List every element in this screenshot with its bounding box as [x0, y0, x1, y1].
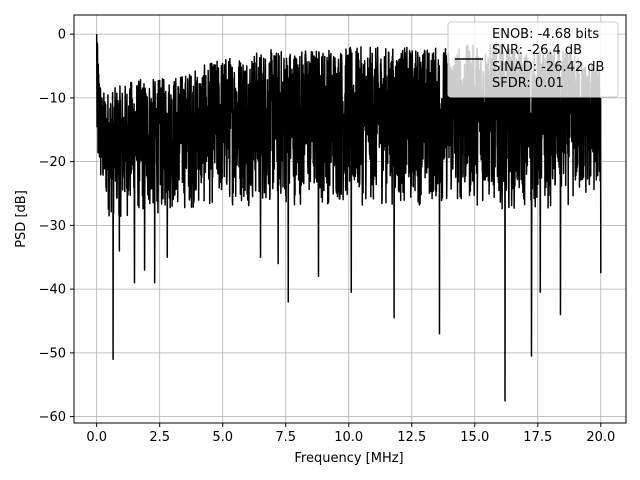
x-tick-label: 15.0: [460, 430, 489, 445]
x-tick-label: 20.0: [586, 430, 615, 445]
y-tick-label: −20: [39, 155, 66, 170]
legend: ENOB: -4.68 bits SNR: -26.4 dB SINAD: -2…: [447, 21, 619, 98]
x-axis-label: Frequency [MHz]: [294, 451, 403, 466]
x-tick-label: 2.5: [149, 430, 170, 445]
x-tick-label: 12.5: [397, 430, 426, 445]
x-axis: 0.0 2.5 5.0 7.5 10.0 12.5 15.0 17.5 20.0: [86, 423, 615, 445]
y-tick-label: 0: [58, 28, 66, 43]
x-tick-label: 17.5: [523, 430, 552, 445]
x-tick-label: 7.5: [275, 430, 296, 445]
y-tick-label: −30: [39, 219, 66, 234]
psd-series-line: [95, 34, 602, 402]
y-axis: 0 −10 −20 −30 −40 −50 −60: [39, 28, 74, 425]
y-axis-label: PSD [dB]: [14, 190, 29, 248]
y-tick-label: −60: [39, 410, 66, 425]
y-tick-label: −40: [39, 283, 66, 298]
legend-entry-sinad: SINAD: -26.42 dB: [492, 60, 604, 75]
legend-box: [447, 21, 619, 98]
plot-area: [95, 34, 602, 402]
x-tick-label: 5.0: [212, 430, 233, 445]
y-tick-label: −50: [39, 346, 66, 361]
legend-entry-sfdr: SFDR: 0.01: [492, 76, 564, 91]
legend-entry-snr: SNR: -26.4 dB: [492, 43, 582, 58]
x-tick-label: 10.0: [334, 430, 363, 445]
legend-entry-enob: ENOB: -4.68 bits: [492, 27, 599, 42]
y-tick-label: −10: [39, 91, 66, 106]
x-tick-label: 0.0: [86, 430, 107, 445]
plot-frame: [73, 14, 627, 424]
